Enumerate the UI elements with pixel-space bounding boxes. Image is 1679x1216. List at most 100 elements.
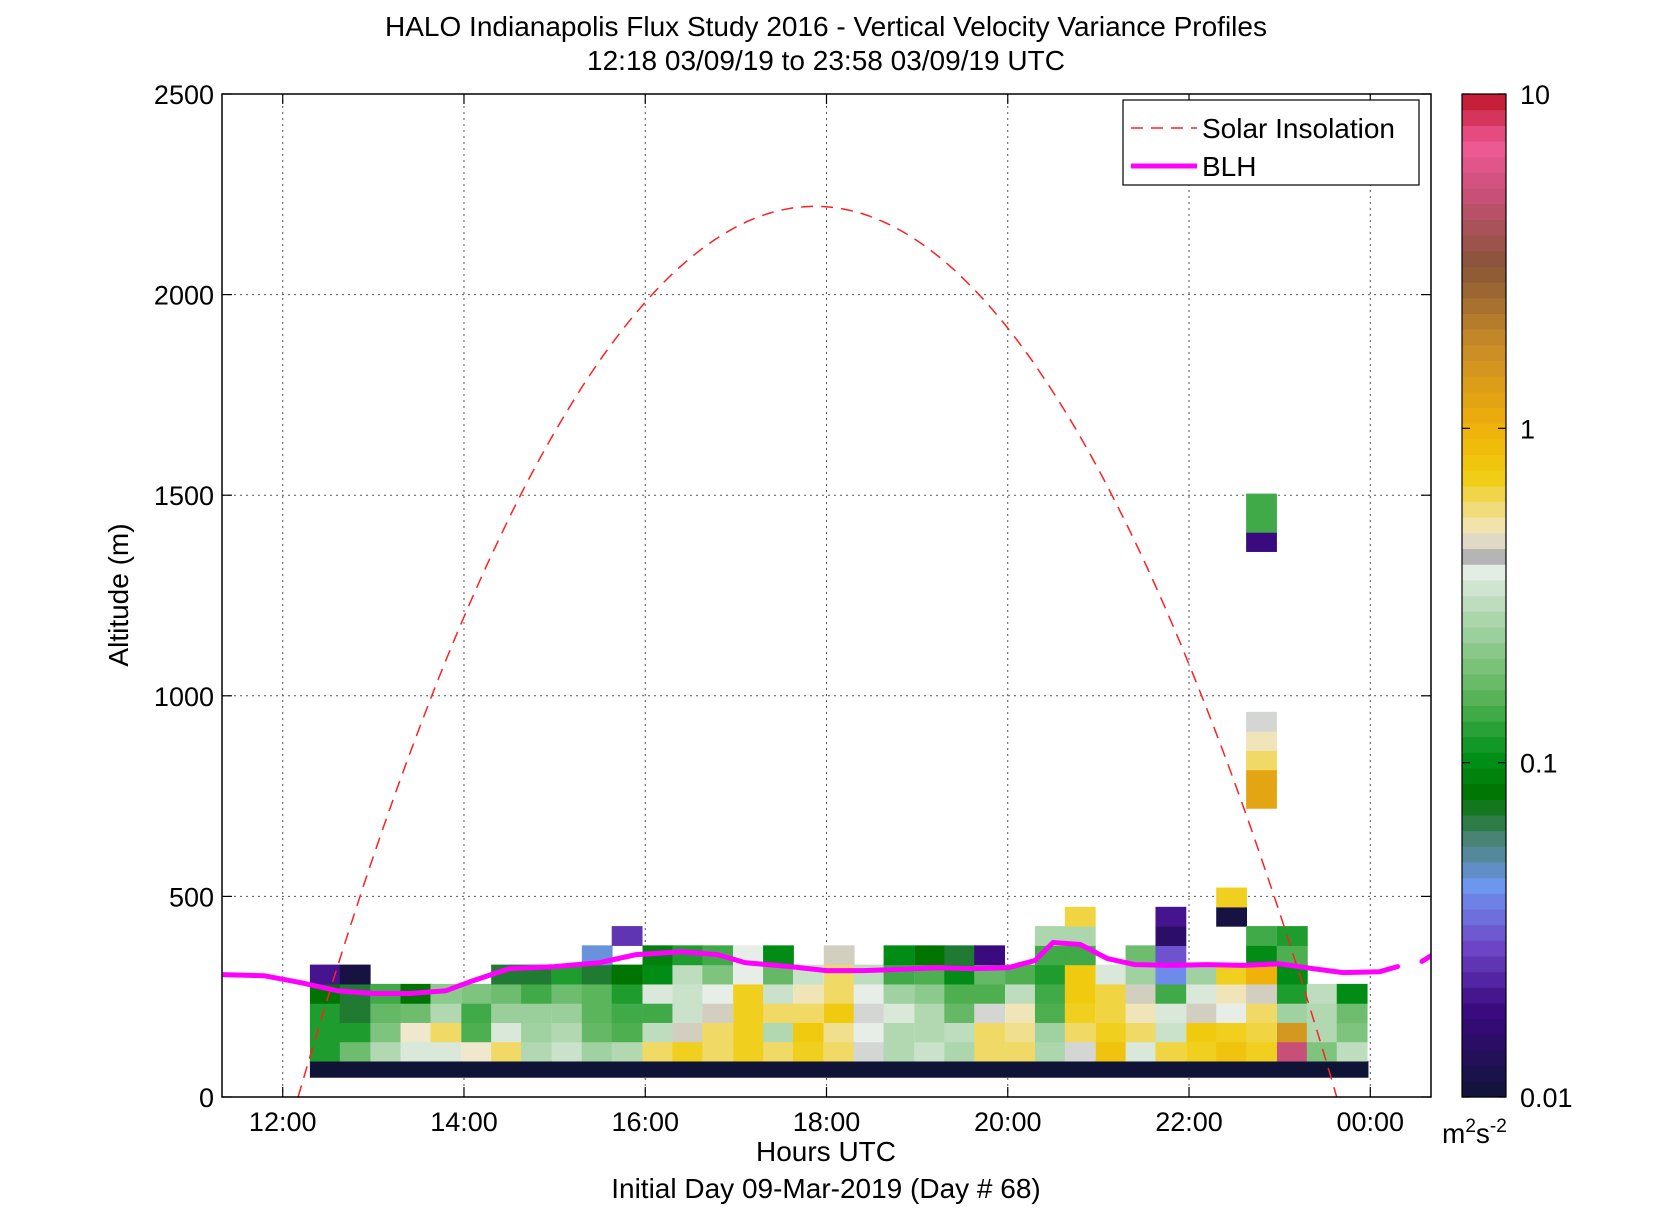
variance-cell bbox=[733, 1003, 764, 1023]
variance-cell bbox=[914, 983, 946, 1004]
colorbar-band bbox=[1462, 485, 1506, 503]
variance-cell bbox=[1306, 1022, 1338, 1043]
variance-cell bbox=[1064, 1003, 1096, 1023]
variance-cell bbox=[1064, 1041, 1096, 1062]
variance-cell bbox=[611, 964, 643, 985]
variance-cell bbox=[823, 964, 855, 985]
colorbar-band bbox=[1462, 423, 1506, 440]
x-axis-label: Hours UTC bbox=[756, 1136, 896, 1167]
variance-cell bbox=[944, 1022, 976, 1043]
variance-cell bbox=[551, 1003, 583, 1023]
variance-cell bbox=[1125, 1041, 1157, 1062]
variance-cell bbox=[823, 945, 855, 966]
variance-cell bbox=[1186, 983, 1218, 1004]
solar-insolation-line bbox=[297, 205, 1338, 1097]
colorbar-band bbox=[1462, 720, 1506, 738]
variance-cell bbox=[370, 1022, 402, 1043]
variance-cell bbox=[400, 1003, 432, 1023]
variance-cell bbox=[883, 1003, 915, 1023]
colorbar-band bbox=[1462, 611, 1506, 628]
variance-cell bbox=[1276, 926, 1308, 946]
variance-cell bbox=[581, 964, 613, 985]
variance-cell bbox=[1306, 983, 1338, 1004]
variance-cell bbox=[672, 1041, 704, 1062]
variance-cell bbox=[1216, 906, 1248, 927]
y-axis-label: Altitude (m) bbox=[103, 523, 134, 666]
variance-cell bbox=[370, 1003, 402, 1023]
variance-cell bbox=[1064, 964, 1096, 985]
variance-cell bbox=[1306, 1041, 1338, 1062]
baseline-cell-strip bbox=[309, 1060, 1369, 1078]
colorbar-band bbox=[1462, 689, 1506, 706]
colorbar-band bbox=[1462, 940, 1506, 957]
variance-cell bbox=[1276, 1041, 1308, 1062]
variance-cell bbox=[521, 1003, 552, 1023]
variance-cell bbox=[1125, 1003, 1157, 1023]
colorbar-band bbox=[1462, 172, 1506, 189]
variance-cell bbox=[974, 983, 1006, 1004]
colorbar-band bbox=[1462, 454, 1506, 471]
variance-cell bbox=[521, 1022, 552, 1043]
variance-cell bbox=[642, 1022, 674, 1043]
colorbar-band bbox=[1462, 470, 1506, 487]
colorbar-band bbox=[1462, 1018, 1506, 1035]
variance-cell bbox=[914, 1041, 946, 1062]
variance-cell bbox=[1125, 945, 1157, 966]
variance-cell bbox=[1306, 1003, 1338, 1023]
variance-cell bbox=[642, 964, 674, 985]
variance-cell-elevated bbox=[1246, 788, 1277, 809]
colorbar-band bbox=[1462, 705, 1506, 722]
variance-cell bbox=[1276, 983, 1308, 1004]
variance-cell bbox=[611, 1041, 643, 1062]
variance-cell bbox=[339, 964, 371, 985]
variance-cell bbox=[1246, 983, 1277, 1004]
colorbar-band bbox=[1462, 548, 1506, 565]
variance-cell bbox=[1155, 906, 1187, 927]
variance-cell-elevated bbox=[1246, 532, 1277, 552]
variance-cell bbox=[853, 1041, 885, 1062]
variance-cell-elevated bbox=[1246, 769, 1277, 790]
colorbar-tick-label: 0.1 bbox=[1520, 749, 1558, 779]
variance-cell bbox=[551, 1041, 583, 1062]
variance-cell bbox=[521, 983, 552, 1004]
colorbar-band bbox=[1462, 783, 1506, 800]
variance-cell bbox=[1155, 926, 1187, 946]
variance-cell-elevated bbox=[1246, 512, 1277, 533]
variance-cell bbox=[672, 1003, 704, 1023]
colorbar-band bbox=[1462, 360, 1506, 377]
variance-cell bbox=[1034, 1041, 1066, 1062]
x-tick-label: 12:00 bbox=[249, 1107, 317, 1137]
blh-line-segment bbox=[1419, 953, 1431, 964]
colorbar-band bbox=[1462, 767, 1506, 785]
variance-cell bbox=[1095, 964, 1127, 985]
variance-cell bbox=[1125, 964, 1157, 985]
variance-cell bbox=[611, 1022, 643, 1043]
variance-cell bbox=[1155, 983, 1187, 1004]
variance-cell bbox=[1216, 1022, 1248, 1043]
variance-cell bbox=[1246, 945, 1277, 966]
variance-cell bbox=[581, 1022, 613, 1043]
colorbar-band bbox=[1462, 658, 1506, 675]
variance-cell bbox=[763, 964, 794, 985]
variance-cell bbox=[1216, 983, 1248, 1004]
variance-cell bbox=[1336, 1022, 1368, 1043]
colorbar-band bbox=[1462, 329, 1506, 346]
variance-cell bbox=[1095, 1022, 1127, 1043]
colorbar-unit-mid: s bbox=[1476, 1118, 1490, 1149]
variance-cell bbox=[1005, 983, 1036, 1004]
variance-cell bbox=[702, 964, 734, 985]
variance-cell bbox=[1276, 945, 1308, 966]
y-tick-label: 2500 bbox=[154, 80, 214, 110]
y-tick-label: 1500 bbox=[154, 481, 214, 511]
variance-cell bbox=[339, 1003, 371, 1023]
variance-cell bbox=[491, 1003, 522, 1023]
variance-cell bbox=[611, 983, 643, 1004]
colorbar-band bbox=[1462, 893, 1506, 910]
variance-cell-elevated bbox=[1246, 750, 1277, 771]
variance-cell bbox=[1034, 964, 1066, 985]
variance-cell bbox=[733, 1022, 764, 1043]
variance-cell bbox=[400, 1022, 432, 1043]
variance-cell bbox=[1064, 1022, 1096, 1043]
variance-cell bbox=[309, 1003, 341, 1023]
colorbar-band bbox=[1462, 250, 1506, 267]
